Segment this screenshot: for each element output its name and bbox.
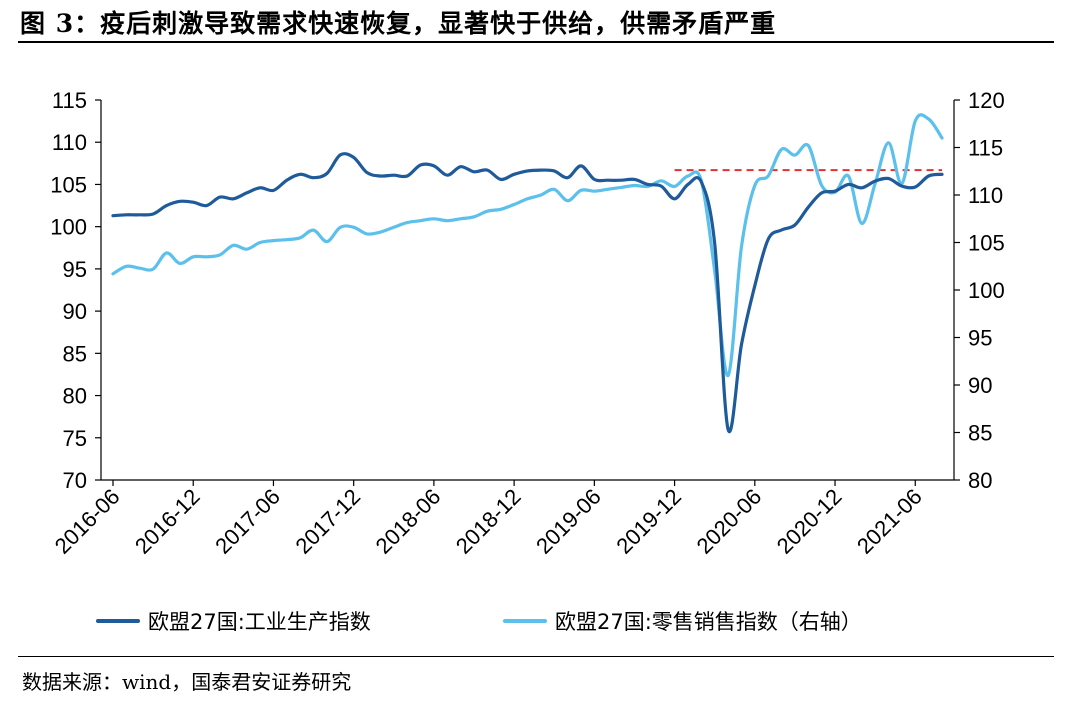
left-tick-label: 110 <box>52 130 87 155</box>
axes: 70 75 80 85 90 95 100 105 110 115 80 85 90 95 100 105 11… <box>50 88 1005 559</box>
x-tick-label: 2017-06 <box>210 484 285 559</box>
right-tick-label: 100 <box>968 278 1005 303</box>
right-tick-label: 80 <box>968 468 992 493</box>
source-note: 数据来源：wind，国泰君安证券研究 <box>22 670 352 694</box>
x-tick-label: 2021-06 <box>852 484 927 559</box>
x-tick-label: 2020-12 <box>772 484 847 559</box>
series-lines <box>111 113 944 434</box>
x-tick-label: 2017-12 <box>290 484 365 559</box>
left-tick-label: 100 <box>50 215 87 240</box>
x-tick-label: 2019-12 <box>611 484 686 559</box>
title-rule <box>18 41 1054 43</box>
retail-sales-line <box>111 113 944 378</box>
left-tick-label: 90 <box>63 299 87 324</box>
industrial-production-line <box>111 152 944 434</box>
right-tick-label: 85 <box>968 421 992 446</box>
legend: 欧盟27国:工业生产指数 欧盟27国:零售销售指数（右轴） <box>96 610 862 634</box>
chart: 70 75 80 85 90 95 100 105 110 115 80 85 90 95 100 105 11… <box>50 88 1005 634</box>
x-tick-label: 2018-12 <box>451 484 526 559</box>
left-tick-label: 95 <box>63 257 87 282</box>
right-tick-label: 90 <box>968 373 992 398</box>
right-tick-label: 120 <box>968 88 1005 113</box>
left-tick-label: 75 <box>63 426 87 451</box>
legend-label: 欧盟27国:零售销售指数（右轴） <box>555 610 862 634</box>
figure-title: 图 3：疫后刺激导致需求快速恢复，显著快于供给，供需矛盾严重 <box>20 9 777 38</box>
x-tick-label: 2016-06 <box>50 484 125 559</box>
right-tick-label: 105 <box>968 231 1005 256</box>
left-tick-label: 105 <box>50 172 87 197</box>
x-tick-label: 2018-06 <box>371 484 446 559</box>
right-tick-label: 115 <box>968 136 1003 161</box>
left-tick-label: 70 <box>63 468 87 493</box>
left-tick-label: 115 <box>52 88 87 113</box>
x-tick-label: 2016-12 <box>130 484 205 559</box>
right-tick-label: 95 <box>968 326 992 351</box>
legend-label: 欧盟27国:工业生产指数 <box>148 610 371 634</box>
left-tick-label: 85 <box>63 341 87 366</box>
source-rule <box>18 656 1054 657</box>
right-tick-label: 110 <box>968 183 1003 208</box>
x-tick-label: 2020-06 <box>692 484 767 559</box>
left-tick-label: 80 <box>63 384 87 409</box>
x-tick-label: 2019-06 <box>531 484 606 559</box>
